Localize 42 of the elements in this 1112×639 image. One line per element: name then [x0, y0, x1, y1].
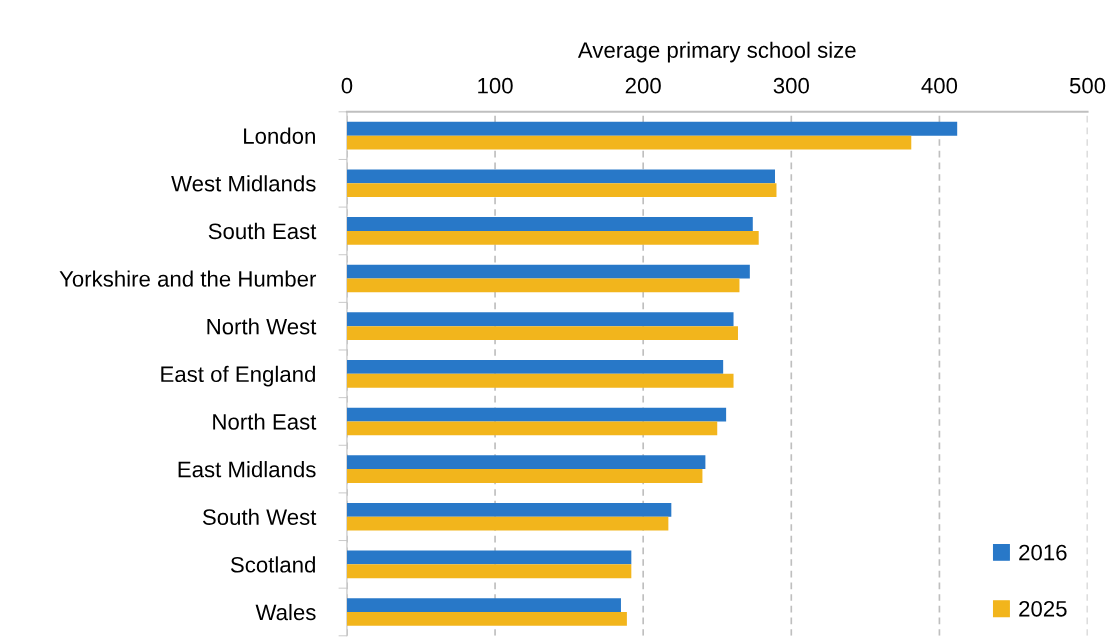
bar	[346, 502, 672, 517]
y-tick-label: East Midlands	[178, 461, 316, 478]
x-tick-label: 500	[1069, 77, 1106, 94]
bar	[346, 135, 912, 150]
x-tick-label: 200	[625, 77, 661, 94]
x-tick-label: 300	[773, 77, 809, 94]
y-tick-label: South East	[208, 222, 317, 240]
bar	[346, 564, 632, 579]
x-tick-label: 0	[341, 77, 353, 94]
bar	[346, 407, 727, 422]
bar	[346, 121, 958, 136]
bar	[346, 169, 776, 184]
bar	[346, 455, 706, 470]
y-tick-label: North West	[207, 318, 317, 335]
bar	[346, 421, 718, 436]
legend-label: 2016	[1019, 544, 1067, 561]
y-tick-label: London	[244, 127, 315, 144]
y-tick-label: Scotland	[230, 556, 315, 573]
bar	[346, 373, 734, 388]
y-tick-label: North East	[213, 413, 317, 430]
bar	[346, 312, 734, 327]
bar	[346, 326, 738, 340]
y-tick-label: South West	[202, 508, 317, 525]
bar	[346, 360, 724, 374]
legend-label: 2025	[1019, 600, 1067, 617]
y-tick-label: West Midlands	[171, 175, 316, 192]
bar	[346, 230, 759, 245]
bar	[346, 516, 669, 531]
x-tick-label: 400	[921, 77, 958, 94]
bar	[346, 598, 621, 612]
bar	[346, 264, 750, 279]
y-tick-label: Yorkshire and the Humber	[59, 270, 317, 287]
bar	[346, 469, 703, 483]
bar	[346, 550, 632, 565]
y-tick-label: Wales	[255, 603, 316, 621]
bar	[346, 217, 753, 231]
x-axis-title: Average primary school size	[577, 41, 856, 63]
x-tick-label: 100	[478, 77, 513, 94]
bar	[346, 278, 740, 293]
y-tick-label: East of England	[161, 365, 315, 387]
bar	[346, 611, 627, 626]
bar	[346, 183, 777, 198]
